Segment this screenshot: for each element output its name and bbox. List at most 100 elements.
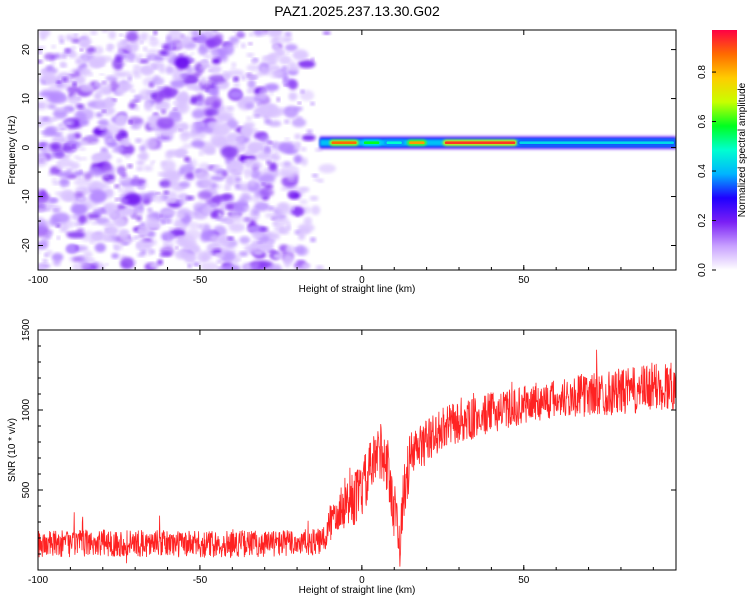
spectrogram-noise-blob	[45, 221, 51, 224]
spectrogram-noise-blob	[161, 109, 167, 115]
spectrogram-noise-blob	[162, 44, 170, 51]
spectrogram-noise-blob	[228, 222, 245, 233]
signal-band-core	[331, 141, 357, 144]
spectrogram-noise-blob	[311, 205, 321, 216]
spectrogram-frame	[37, 29, 677, 271]
spectrogram-noise-blob	[277, 51, 285, 55]
spectrogram-noise-blob	[227, 133, 238, 140]
spectrogram-noise-blob	[125, 59, 131, 62]
spectrogram-noise-blob	[273, 217, 290, 226]
spectrogram-noise-blob	[159, 214, 163, 218]
spectrogram-noise-blob	[261, 244, 273, 252]
spectrogram-noise-blob	[238, 251, 249, 257]
spectrogram-noise-blob	[158, 50, 168, 56]
spectrogram-noise-blob	[80, 156, 87, 161]
spectrogram-noise-blob	[156, 192, 162, 195]
signal-band-core	[409, 141, 425, 144]
spectrogram-noise-blob	[209, 64, 222, 74]
spectrogram-noise-blob	[295, 141, 301, 147]
spectrogram-noise-blob	[58, 34, 65, 41]
spectrogram-noise-blob	[66, 133, 76, 143]
spectrogram-noise-blob	[246, 116, 252, 121]
spectrogram-noise-blob	[259, 103, 280, 118]
spectrogram-noise-blob	[71, 45, 77, 50]
spectrogram-noise-blob	[197, 191, 213, 200]
spectrogram-noise-blob	[160, 219, 166, 225]
spectrogram-noise-blob	[108, 179, 115, 183]
spectrogram-noise-blob	[200, 30, 215, 40]
spectrogram-noise-blob	[174, 56, 190, 70]
spectrogram-noise-blob	[105, 75, 118, 82]
spectrogram-noise-blob	[168, 227, 174, 231]
spectrogram-noise-blob	[41, 72, 57, 85]
spectrogram-noise-blob	[143, 138, 159, 149]
spectrogram-noise-blob	[211, 212, 218, 218]
spectrogram-noise-blob	[261, 146, 273, 156]
spectrogram-noise-blob	[71, 203, 88, 216]
spectrogram-noise-blob	[125, 43, 139, 53]
spectrogram-noise-blob	[78, 118, 90, 126]
spectrogram-noise-blob	[104, 98, 115, 107]
spectrogram-noise-blob	[85, 46, 96, 54]
spectrogram-noise-blob	[106, 138, 113, 143]
spectrogram-noise-blob	[136, 159, 145, 166]
y-tick-label: 1000	[21, 398, 32, 421]
spectrogram-noise-blob	[266, 159, 271, 165]
spectrogram-noise-blob	[267, 206, 276, 211]
spectrogram-noise-blob	[182, 143, 193, 149]
spectrogram-noise-blob	[268, 120, 282, 127]
spectrogram-noise-blob	[152, 160, 156, 163]
spectrogram-noise-blob	[241, 43, 246, 49]
spectrogram-noise-blob	[89, 189, 107, 204]
spectrogram-noise-blob	[223, 75, 229, 80]
spectrogram-x-ticks: -100 -50 0 50	[28, 30, 654, 286]
spectrogram-noise-blob	[102, 109, 106, 113]
spectrogram-noise-blob	[239, 236, 251, 245]
spectrogram-noise-blob	[238, 182, 249, 190]
spectrogram-noise-blob	[154, 55, 165, 62]
spectrogram-noise-blob	[46, 65, 54, 71]
spectrogram-noise-blob	[118, 175, 133, 185]
x-tick-label: -50	[193, 275, 208, 286]
spectrogram-noise-blob	[139, 186, 145, 191]
spectrogram-noise-blob	[322, 31, 331, 35]
spectrogram-noise-blob	[49, 198, 57, 203]
spectrogram-noise-blob	[178, 239, 198, 248]
spectrogram-noise-blob	[119, 137, 130, 145]
spectrogram-noise-blob	[130, 89, 136, 93]
spectrogram-noise-blob	[198, 162, 211, 173]
spectrogram-noise-blob	[253, 30, 265, 37]
spectrogram-noise-blob	[243, 217, 252, 222]
spectrogram-noise-blob	[118, 229, 130, 236]
spectrogram-noise-blob	[136, 215, 142, 222]
spectrogram-noise-blob	[56, 80, 62, 84]
spectrogram-noise-blob	[284, 137, 290, 141]
spectrogram-noise-blob	[311, 57, 315, 62]
x-tick-label: -50	[193, 575, 208, 586]
spectrogram-noise-blob	[123, 184, 135, 195]
spectrogram-noise-blob	[317, 178, 324, 183]
spectrogram-noise-blob	[136, 239, 149, 251]
spectrogram-noise-blob	[38, 221, 48, 233]
spectrogram-noise-blob	[60, 128, 66, 130]
spectrogram-noise-blob	[38, 191, 51, 205]
spectrogram-noise-blob	[151, 76, 165, 86]
spectrogram-noise-blob	[78, 214, 87, 224]
spectrogram-noise-blob	[55, 191, 63, 196]
signal-band-core	[444, 141, 516, 144]
spectrogram-noise-blob	[259, 134, 270, 144]
spectrogram-noise-blob	[185, 229, 202, 240]
spectrogram-noise-blob	[279, 55, 292, 65]
spectrogram-noise-blob	[201, 206, 215, 216]
spectrogram-noise-blob	[56, 158, 74, 168]
colorbar-tick-label: 0.8	[697, 65, 708, 79]
spectrogram-noise-blob	[149, 37, 160, 47]
spectrogram-noise-blob	[145, 49, 161, 56]
spectrogram-noise-blob	[150, 93, 156, 99]
spectrogram-noise-blob	[197, 45, 208, 56]
spectrogram-noise-blob	[277, 170, 293, 178]
spectrogram-noise-blob	[122, 116, 128, 119]
spectrogram-noise-blob	[101, 30, 109, 33]
spectrogram-noise-blob	[176, 213, 186, 219]
spectrogram-noise-blob	[206, 89, 217, 94]
